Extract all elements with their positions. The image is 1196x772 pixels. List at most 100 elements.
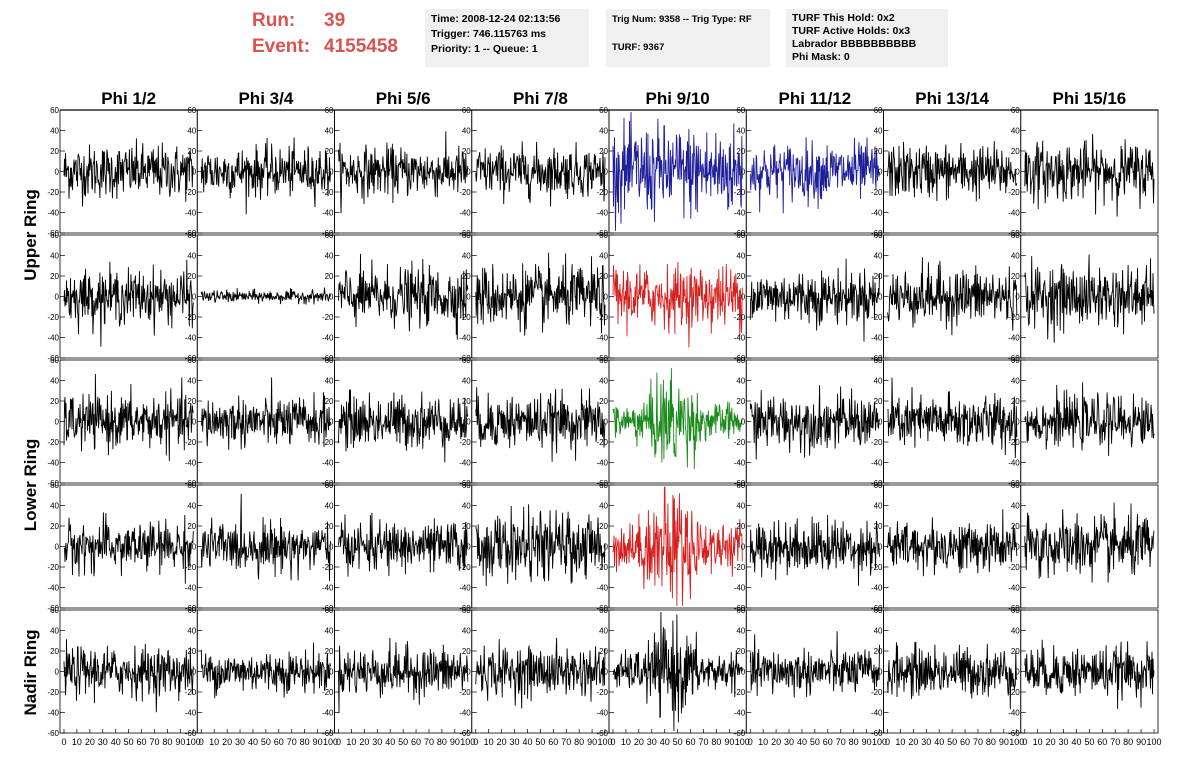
panel-frame [471, 484, 610, 609]
y-tick-label: -60 [1008, 729, 1020, 738]
y-tick-label: 40 [736, 627, 745, 636]
x-tick-label: 90 [724, 737, 734, 747]
turf-info-box: TURF This Hold: 0x2 TURF Active Holds: 0… [786, 9, 948, 67]
y-tick-label: 40 [325, 127, 334, 136]
phi-mask-line: Phi Mask: 0 [792, 51, 850, 63]
y-tick-label: -40 [185, 584, 197, 593]
x-tick-label: 80 [437, 737, 447, 747]
waveform-trace [612, 611, 743, 732]
y-tick-label: -40 [596, 709, 608, 718]
y-tick-label: 60 [1011, 106, 1020, 115]
y-tick-label: 40 [874, 127, 883, 136]
y-tick-label: 20 [874, 397, 883, 406]
x-tick-label: 100 [323, 737, 338, 747]
y-tick-label: -20 [322, 188, 334, 197]
y-tick-label: 60 [599, 481, 608, 490]
x-tick-label: 30 [921, 737, 931, 747]
x-tick-label: 90 [450, 737, 460, 747]
waveform-trace [612, 261, 743, 348]
waveform-trace [612, 486, 743, 607]
y-tick-label: 60 [1011, 231, 1020, 240]
y-tick-label: 20 [187, 147, 196, 156]
y-tick-label: -40 [459, 459, 471, 468]
waveform-trace [1024, 133, 1155, 217]
x-tick-label: 0 [885, 737, 890, 747]
y-tick-label: 0 [329, 543, 334, 552]
x-tick-label: 90 [313, 737, 323, 747]
y-tick-label: 60 [462, 481, 471, 490]
y-tick-label: 40 [325, 627, 334, 636]
x-tick-label: 0 [473, 737, 478, 747]
event-label: Event: [252, 36, 311, 57]
y-tick-label: 40 [50, 377, 59, 386]
x-tick-label: 40 [1071, 737, 1081, 747]
y-tick-label: -20 [1008, 688, 1020, 697]
ring-label: Lower Ring [21, 439, 40, 532]
column-title: Phi 9/10 [645, 89, 709, 108]
y-tick-label: -60 [871, 229, 883, 238]
y-tick-label: 60 [874, 481, 883, 490]
y-tick-label: -60 [734, 354, 746, 363]
y-tick-label: 40 [874, 627, 883, 636]
y-tick-label: 20 [874, 147, 883, 156]
y-tick-label: -40 [322, 459, 334, 468]
y-tick-label: 60 [736, 231, 745, 240]
y-tick-label: -60 [185, 354, 197, 363]
waveform-trace [749, 258, 880, 342]
waveform-trace [887, 377, 1018, 459]
x-tick-label: 90 [999, 737, 1009, 747]
y-tick-label: 20 [50, 522, 59, 531]
waveform-trace [338, 389, 469, 463]
y-tick-label: -60 [47, 229, 59, 238]
y-tick-label: -20 [1008, 438, 1020, 447]
x-tick-label: 60 [960, 737, 970, 747]
y-tick-label: 20 [599, 522, 608, 531]
y-tick-label: 60 [874, 106, 883, 115]
y-tick-label: 60 [462, 606, 471, 615]
y-tick-label: -40 [322, 209, 334, 218]
y-tick-label: -60 [47, 604, 59, 613]
y-tick-label: 40 [325, 502, 334, 511]
y-tick-label: -60 [1008, 479, 1020, 488]
waveform-trace [887, 641, 1018, 710]
y-tick-label: 0 [55, 293, 60, 302]
x-tick-label: 40 [934, 737, 944, 747]
y-tick-label: -40 [185, 209, 197, 218]
y-tick-label: -60 [871, 479, 883, 488]
y-tick-label: 40 [1011, 377, 1020, 386]
y-tick-label: -60 [47, 479, 59, 488]
event-row: Event: 4155458 [252, 34, 422, 60]
y-tick-label: -40 [871, 584, 883, 593]
y-tick-label: 0 [55, 168, 60, 177]
y-tick-label: -20 [322, 563, 334, 572]
x-tick-label: 70 [561, 737, 571, 747]
x-tick-label: 80 [300, 737, 310, 747]
event-value: 4155458 [324, 36, 398, 57]
waveform-trace [1024, 382, 1155, 456]
y-tick-label: -20 [185, 313, 197, 322]
y-tick-label: -20 [596, 313, 608, 322]
y-tick-label: -40 [734, 209, 746, 218]
y-tick-label: 0 [466, 168, 471, 177]
trig-line: Trig Num: 9358 -- Trig Type: RF [612, 14, 752, 25]
y-tick-label: 0 [604, 293, 609, 302]
x-tick-label: 90 [175, 737, 185, 747]
turf-active-line: TURF Active Holds: 0x3 [792, 25, 911, 37]
x-tick-label: 20 [359, 737, 369, 747]
y-tick-label: 0 [192, 668, 197, 677]
y-tick-label: 60 [736, 606, 745, 615]
y-tick-label: -60 [734, 479, 746, 488]
y-tick-label: -40 [1008, 459, 1020, 468]
y-tick-label: 20 [50, 647, 59, 656]
time-line: Time: 2008-12-24 02:13:56 [431, 13, 561, 25]
y-tick-label: 40 [599, 127, 608, 136]
x-tick-label: 40 [385, 737, 395, 747]
y-tick-label: 40 [1011, 627, 1020, 636]
y-tick-label: 40 [325, 252, 334, 261]
y-tick-label: 40 [187, 252, 196, 261]
y-tick-label: -60 [596, 479, 608, 488]
x-tick-label: 50 [398, 737, 408, 747]
y-tick-label: 20 [1011, 397, 1020, 406]
y-tick-label: 0 [878, 668, 883, 677]
